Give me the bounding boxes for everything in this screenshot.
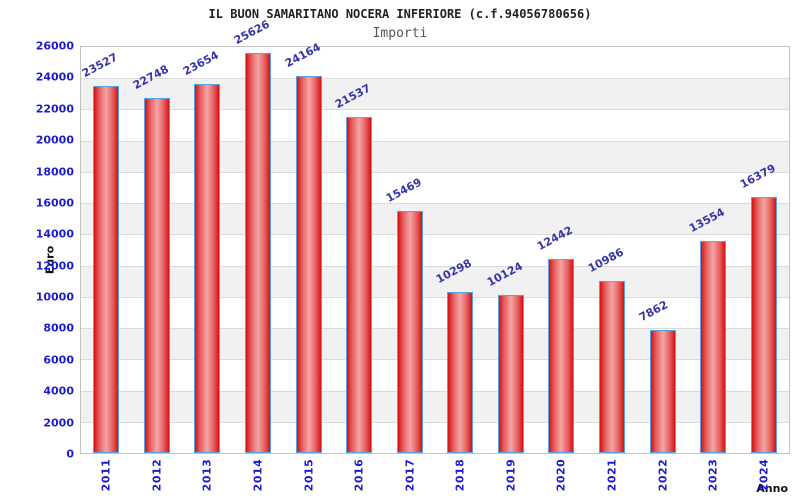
bar-slot: 23527 2011 [80,47,132,491]
bar [143,97,170,453]
bar-value-label: 10298 [434,256,475,287]
bar-slot: 10986 2021 [585,47,638,491]
bar [194,83,221,453]
y-tick-label: 0 [66,447,74,461]
x-tick-label: 2014 [251,458,265,492]
y-tick-label: 22000 [35,102,74,116]
x-axis-title: Anno [756,482,788,495]
bar-value-label: 13554 [687,205,728,236]
x-tick-label: 2017 [403,458,417,492]
bar [599,281,626,453]
bar-slot: 7862 2022 [636,47,688,491]
bar-slot: 24164 2015 [282,40,334,491]
x-tick-label: 2020 [554,458,568,492]
bar [93,85,120,453]
bar-value-label: 24164 [282,40,323,70]
y-tick-label: 2000 [43,416,74,430]
bar-value-label: 12442 [535,223,576,253]
x-tick-label: 2019 [504,458,518,492]
x-tick-label: 2023 [706,458,720,492]
bar-slot: 13554 2023 [687,47,739,491]
y-tick-label: 16000 [35,196,74,210]
bar-slot: 12442 2020 [535,47,587,491]
y-tick-label: 4000 [43,384,74,398]
y-tick-label: 18000 [35,165,74,179]
y-tick-label: 10000 [35,290,74,304]
bar [447,292,474,453]
x-tick-label: 2011 [99,458,113,492]
bar [346,116,373,453]
bar [295,75,322,453]
bar-slot: 22748 2012 [130,47,183,491]
plot-area: 23527 2011 22748 2012 23654 2013 25626 2014 2416… [80,17,790,492]
y-tick-label: 26000 [35,39,74,53]
bar [548,258,575,453]
bar [700,241,727,453]
x-tick-label: 2015 [302,458,316,492]
bar-slot: 16379 2024 [737,47,790,492]
y-tick-label: 24000 [35,70,74,84]
bar-slot: 15469 2017 [383,47,435,491]
bar [750,197,777,453]
bar-slot: 23654 2013 [181,47,233,491]
bar-value-label: 15469 [383,176,424,206]
chart-subtitle: Importi [372,26,428,41]
bar-value-label: 7862 [636,298,670,325]
bar [649,330,676,453]
bar-slot: 10124 2019 [484,47,537,491]
x-tick-label: 2024 [757,458,771,492]
bar-value-label: 21537 [333,81,373,111]
bar-value-label: 25626 [231,17,272,47]
x-tick-label: 2018 [453,458,467,492]
bar-value-label: 23527 [80,50,121,80]
y-axis: 0 2000 4000 6000 8000 10000 12000 14000 16000 180… [0,40,74,461]
y-tick-label: 14000 [35,227,74,241]
x-tick-label: 2016 [352,458,366,492]
bar [396,211,423,453]
bar-slots: 23527 2011 22748 2012 23654 2013 25626 2014 2416… [80,17,790,492]
bar-value-label: 10124 [484,259,525,289]
y-tick-label: 8000 [43,321,74,335]
bar-value-label: 10986 [585,246,626,276]
bar [497,294,524,453]
x-tick-label: 2013 [200,458,214,492]
bar-value-label: 22748 [130,62,171,92]
x-tick-label: 2022 [656,458,670,492]
chart-title: IL BUON SAMARITANO NOCERA INFERIORE (c.f… [208,7,592,21]
bar-slot: 21537 2016 [333,47,385,491]
bar-slot: 25626 2014 [232,17,284,491]
y-tick-label: 20000 [35,133,74,147]
x-tick-label: 2012 [150,458,164,492]
bar-slot: 10298 2018 [434,47,486,492]
x-tick-label: 2021 [605,458,619,492]
y-tick-label: 6000 [43,353,74,367]
grid-band [81,47,789,79]
bar [245,52,272,453]
y-tick-label: 12000 [35,259,74,273]
bar-value-label: 16379 [737,161,778,192]
bar-value-label: 23654 [181,48,222,78]
